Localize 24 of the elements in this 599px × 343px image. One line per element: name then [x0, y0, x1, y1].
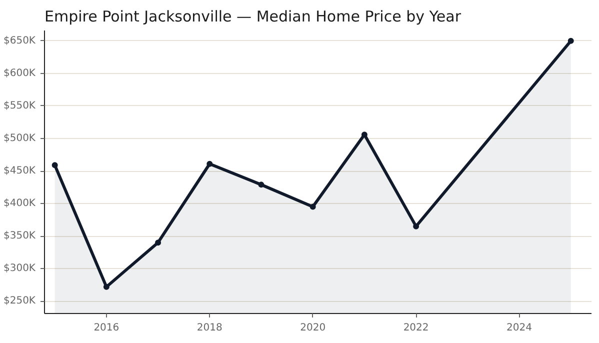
x-tick-label: 2024	[506, 322, 532, 334]
y-tick-label: $350K	[3, 230, 36, 242]
point	[103, 284, 110, 290]
y-tick-label: $650K	[3, 35, 36, 46]
point	[258, 182, 264, 188]
x-tick-label: 2018	[196, 322, 222, 334]
y-tick-label: $400K	[3, 198, 36, 210]
point	[52, 162, 58, 168]
y-tick-label: $500K	[3, 132, 36, 144]
y-tick-label: $250K	[3, 296, 36, 307]
x-tick-label: 2022	[403, 322, 429, 334]
chart-title: Empire Point Jacksonville — Median Home Price by Year	[44, 8, 462, 26]
point	[155, 240, 162, 246]
point	[310, 204, 316, 210]
y-tick-label: $300K	[3, 263, 36, 274]
y-tick-label: $600K	[3, 68, 36, 79]
point	[413, 223, 420, 230]
y-tick-label: $550K	[3, 100, 36, 112]
point	[361, 132, 368, 138]
x-tick-label: 2020	[300, 322, 326, 334]
point	[206, 160, 213, 167]
y-tick-label: $450K	[3, 166, 36, 177]
x-tick-label: 2016	[94, 322, 120, 334]
point	[568, 38, 574, 44]
